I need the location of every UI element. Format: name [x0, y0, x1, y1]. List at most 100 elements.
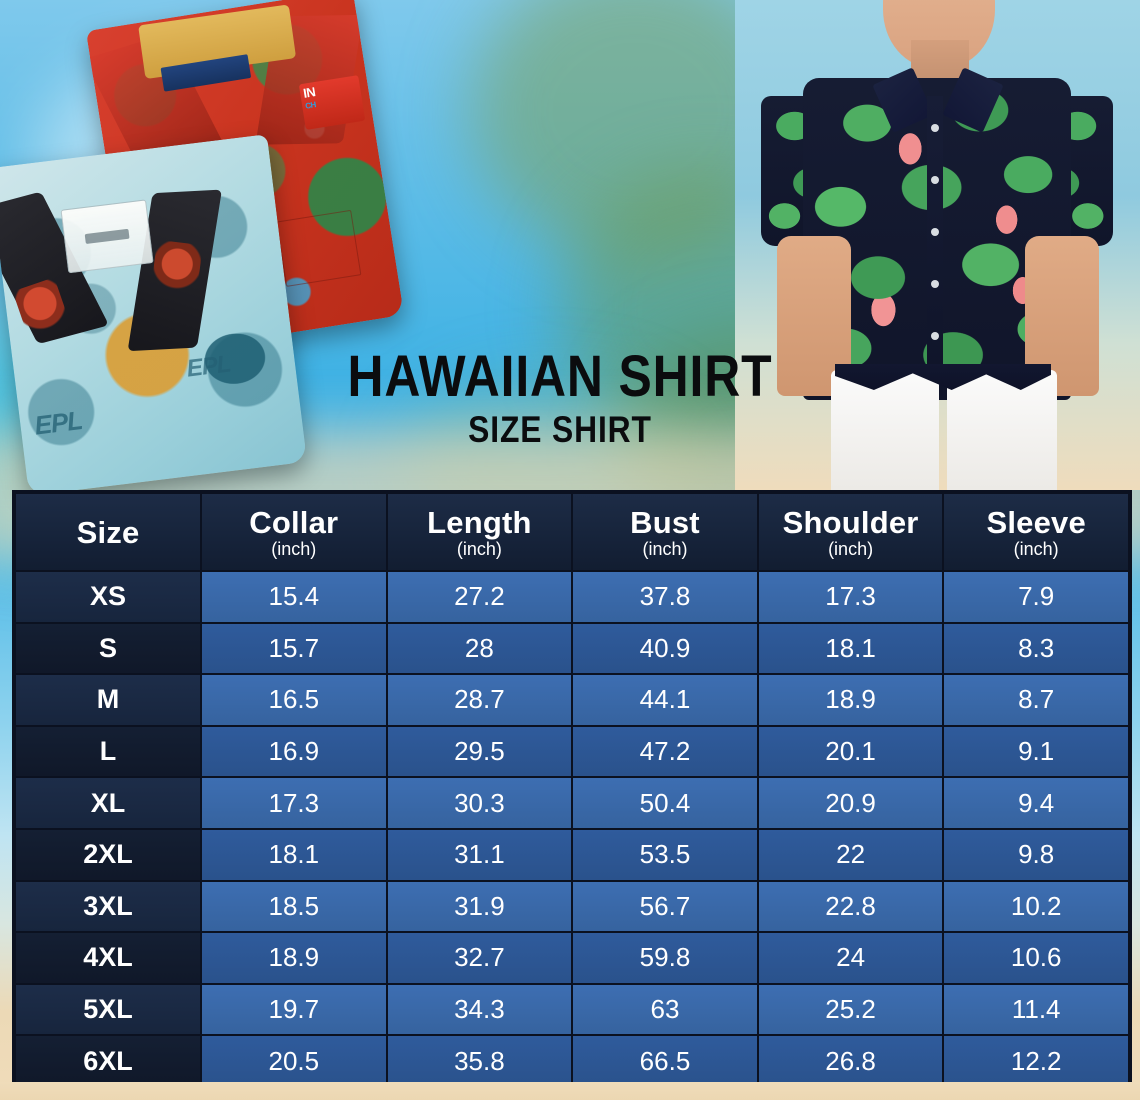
table-row: L 16.9 29.5 47.2 20.1 9.1 — [14, 724, 1130, 779]
column-header-collar-unit: (inch) — [271, 538, 317, 559]
cell-sleeve: 8.7 — [942, 673, 1130, 727]
shirt-button — [931, 176, 939, 184]
chest-pocket — [60, 199, 154, 274]
cell-length: 35.8 — [385, 1034, 574, 1088]
cell-collar: 19.7 — [200, 982, 388, 1037]
column-header-length: Length (inch) — [385, 492, 574, 572]
cell-collar: 17.3 — [200, 776, 388, 830]
cell-shoulder: 24 — [756, 931, 945, 985]
cell-sleeve: 9.8 — [942, 827, 1130, 882]
cell-shoulder: 26.8 — [756, 1034, 945, 1088]
column-header-sleeve-unit: (inch) — [1013, 538, 1059, 559]
cell-length: 32.7 — [385, 931, 574, 985]
column-header-sleeve: Sleeve (inch) — [942, 492, 1130, 572]
column-header-bust: Bust (inch) — [571, 492, 759, 572]
shirt-button — [931, 228, 939, 236]
shirt-button — [931, 280, 939, 288]
column-header-shoulder-unit: (inch) — [828, 538, 874, 559]
cell-bust: 66.5 — [571, 1034, 759, 1088]
column-header-collar-label: Collar — [249, 504, 339, 540]
cell-sleeve: 8.3 — [942, 621, 1130, 676]
cell-size: XL — [14, 776, 202, 830]
cell-size: 6XL — [14, 1034, 202, 1088]
table-row: XS 15.4 27.2 37.8 17.3 7.9 — [14, 570, 1130, 624]
cell-collar: 16.9 — [200, 724, 388, 779]
cell-length: 29.5 — [385, 724, 574, 779]
cell-shoulder: 18.1 — [756, 621, 945, 676]
cell-sleeve: 10.2 — [942, 879, 1130, 934]
header-row: Size Collar (inch) Length (inch) Bust (i… — [14, 492, 1130, 572]
sand-strip — [0, 1082, 1140, 1100]
cell-size: 4XL — [14, 931, 202, 985]
brand-tag: IN CH — [298, 75, 366, 130]
column-header-shoulder: Shoulder (inch) — [756, 492, 945, 572]
cell-sleeve: 11.4 — [942, 982, 1130, 1037]
cell-bust: 50.4 — [571, 776, 759, 830]
cell-shoulder: 17.3 — [756, 570, 945, 624]
table-row: 3XL 18.5 31.9 56.7 22.8 10.2 — [14, 879, 1130, 934]
column-header-size-label: Size — [76, 514, 140, 550]
cell-collar: 18.5 — [200, 879, 388, 934]
cell-size: L — [14, 724, 202, 779]
table-header: Size Collar (inch) Length (inch) Bust (i… — [14, 492, 1130, 572]
column-header-collar: Collar (inch) — [200, 492, 388, 572]
cell-size: M — [14, 673, 202, 727]
cell-bust: 47.2 — [571, 724, 759, 779]
column-header-bust-unit: (inch) — [642, 538, 688, 559]
cell-bust: 44.1 — [571, 673, 759, 727]
cell-sleeve: 9.4 — [942, 776, 1130, 830]
cell-shoulder: 20.1 — [756, 724, 945, 779]
cell-sleeve: 10.6 — [942, 931, 1130, 985]
cell-size: 3XL — [14, 879, 202, 934]
cell-bust: 40.9 — [571, 621, 759, 676]
cell-size: 2XL — [14, 827, 202, 882]
cell-shoulder: 22 — [756, 827, 945, 882]
shirt-button — [931, 124, 939, 132]
chest-pocket — [276, 209, 362, 287]
shirt-print-text-right: EPL — [185, 350, 232, 383]
cell-collar: 18.9 — [200, 931, 388, 985]
cell-shoulder: 20.9 — [756, 776, 945, 830]
title-block: HAWAIIAN SHIRT SIZE SHIRT — [300, 348, 820, 450]
cell-bust: 56.7 — [571, 879, 759, 934]
shirt-button — [931, 332, 939, 340]
cell-bust: 53.5 — [571, 827, 759, 882]
cell-bust: 63 — [571, 982, 759, 1037]
table-row: S 15.7 28 40.9 18.1 8.3 — [14, 621, 1130, 676]
table-row: 6XL 20.5 35.8 66.5 26.8 12.2 — [14, 1034, 1130, 1088]
cell-length: 31.9 — [385, 879, 574, 934]
table-row: 4XL 18.9 32.7 59.8 24 10.6 — [14, 931, 1130, 985]
cell-size: XS — [14, 570, 202, 624]
cell-sleeve: 9.1 — [942, 724, 1130, 779]
table-row: 2XL 18.1 31.1 53.5 22 9.8 — [14, 827, 1130, 882]
table-body: XS 15.4 27.2 37.8 17.3 7.9 S 15.7 28 40.9 18.1 8.3 M… — [14, 570, 1130, 1088]
model-shirt-placket — [927, 96, 943, 396]
model-shorts-left — [831, 370, 939, 490]
table-row: M 16.5 28.7 44.1 18.9 8.7 — [14, 673, 1130, 727]
page-subtitle: SIZE SHIRT — [468, 409, 652, 450]
page-title: HAWAIIAN SHIRT — [347, 344, 773, 409]
column-header-bust-label: Bust — [630, 504, 700, 540]
shirt-print-text-left: EPL — [32, 404, 84, 441]
cell-bust: 37.8 — [571, 570, 759, 624]
cell-sleeve: 7.9 — [942, 570, 1130, 624]
cell-length: 28 — [385, 621, 574, 676]
column-header-length-unit: (inch) — [456, 538, 502, 559]
cell-length: 28.7 — [385, 673, 574, 727]
cell-size: 5XL — [14, 982, 202, 1037]
cell-length: 27.2 — [385, 570, 574, 624]
cell-length: 30.3 — [385, 776, 574, 830]
blue-hawaiian-shirt: EPL EPL — [0, 134, 308, 496]
cell-collar: 16.5 — [200, 673, 388, 727]
table-row: XL 17.3 30.3 50.4 20.9 9.4 — [14, 776, 1130, 830]
size-chart-table: Size Collar (inch) Length (inch) Bust (i… — [14, 492, 1130, 1088]
model-shorts-right — [947, 370, 1057, 490]
cell-sleeve: 12.2 — [942, 1034, 1130, 1088]
cell-length: 31.1 — [385, 827, 574, 882]
model-photo — [735, 0, 1140, 490]
model-shirt-hem — [835, 364, 1051, 390]
column-header-length-label: Length — [427, 504, 532, 540]
cell-collar: 18.1 — [200, 827, 388, 882]
cell-bust: 59.8 — [571, 931, 759, 985]
column-header-size: Size — [14, 492, 202, 572]
